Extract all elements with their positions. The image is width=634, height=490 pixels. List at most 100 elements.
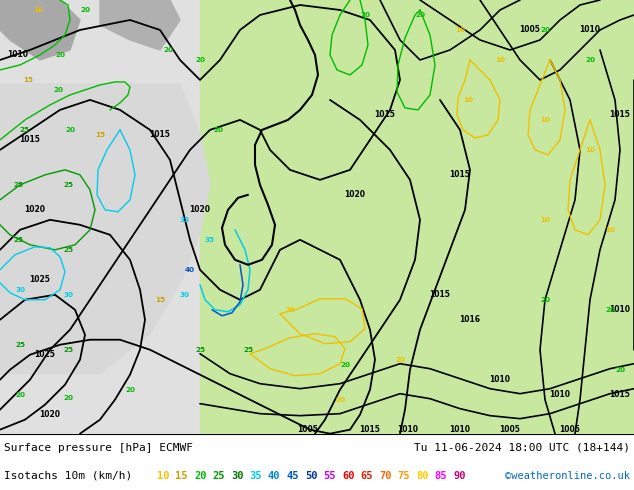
Text: 20: 20: [615, 367, 625, 373]
Text: 1010: 1010: [489, 375, 510, 384]
Text: 20: 20: [360, 12, 370, 18]
Text: 1016: 1016: [460, 315, 481, 324]
Text: 70: 70: [379, 471, 392, 481]
Text: 10: 10: [33, 7, 43, 13]
Text: 20: 20: [194, 471, 207, 481]
Text: 25: 25: [63, 247, 73, 253]
Text: 20: 20: [63, 394, 73, 401]
Text: 1005: 1005: [297, 425, 318, 434]
Text: 90: 90: [453, 471, 465, 481]
Text: 1010: 1010: [8, 50, 29, 59]
Text: 1005: 1005: [560, 425, 581, 434]
Text: 1015: 1015: [609, 390, 630, 399]
Text: 30: 30: [231, 471, 243, 481]
Text: 20: 20: [163, 47, 173, 53]
Text: 35: 35: [250, 471, 262, 481]
Text: 20: 20: [213, 127, 223, 133]
Text: 10: 10: [605, 227, 615, 233]
Text: 85: 85: [434, 471, 447, 481]
Text: 10: 10: [455, 27, 465, 33]
Text: Isotachs 10m (km/h): Isotachs 10m (km/h): [4, 471, 133, 481]
Text: 10: 10: [157, 471, 169, 481]
Text: 20: 20: [125, 387, 135, 392]
Polygon shape: [100, 0, 180, 50]
Text: Surface pressure [hPa] ECMWF: Surface pressure [hPa] ECMWF: [4, 443, 193, 453]
Text: 25: 25: [212, 471, 225, 481]
Text: 20: 20: [395, 357, 405, 363]
Text: 25: 25: [15, 342, 25, 348]
Text: 15: 15: [95, 132, 105, 138]
Text: 10: 10: [540, 117, 550, 123]
Text: 80: 80: [416, 471, 429, 481]
Text: 25: 25: [13, 182, 23, 188]
Text: 30: 30: [15, 287, 25, 293]
Text: 1015: 1015: [450, 171, 470, 179]
Text: 25: 25: [63, 182, 73, 188]
Text: 45: 45: [287, 471, 299, 481]
Text: 25: 25: [63, 347, 73, 353]
Text: 1015: 1015: [430, 290, 450, 299]
Polygon shape: [0, 0, 150, 80]
Text: 1015: 1015: [359, 425, 380, 434]
Text: 75: 75: [398, 471, 410, 481]
Text: 10: 10: [585, 147, 595, 153]
Text: 1010: 1010: [398, 425, 418, 434]
Text: 25: 25: [20, 127, 30, 133]
Text: 20: 20: [340, 362, 350, 368]
Text: 20: 20: [285, 307, 295, 313]
Text: 20: 20: [540, 27, 550, 33]
Text: 20: 20: [585, 57, 595, 63]
Text: 50: 50: [305, 471, 318, 481]
Polygon shape: [0, 0, 80, 60]
Text: 1015: 1015: [20, 135, 41, 145]
Text: 55: 55: [323, 471, 336, 481]
Text: 10: 10: [495, 57, 505, 63]
Text: 15: 15: [23, 77, 33, 83]
Text: 35: 35: [205, 237, 215, 243]
Text: 10: 10: [540, 217, 550, 223]
Text: 1010: 1010: [609, 305, 630, 314]
Text: 20: 20: [80, 7, 90, 13]
Text: 40: 40: [268, 471, 280, 481]
Text: 20: 20: [65, 127, 75, 133]
Text: ©weatheronline.co.uk: ©weatheronline.co.uk: [505, 471, 630, 481]
Text: 25: 25: [243, 347, 253, 353]
Text: 40: 40: [185, 267, 195, 273]
Text: 1020: 1020: [190, 205, 210, 214]
Text: 1020: 1020: [344, 190, 365, 199]
Text: 1015: 1015: [150, 130, 171, 139]
Text: 1015: 1015: [609, 110, 630, 120]
Polygon shape: [200, 0, 634, 434]
Text: 30: 30: [180, 292, 190, 298]
Text: 20: 20: [605, 307, 615, 313]
Text: 1005: 1005: [500, 425, 521, 434]
Text: 1020: 1020: [25, 205, 46, 214]
Text: 20: 20: [415, 12, 425, 18]
Text: 20: 20: [55, 52, 65, 58]
Text: 20: 20: [53, 87, 63, 93]
Text: 25: 25: [195, 347, 205, 353]
Text: 30: 30: [63, 292, 73, 298]
Text: 15: 15: [176, 471, 188, 481]
Text: 1025: 1025: [35, 350, 55, 359]
Polygon shape: [0, 84, 210, 374]
Text: 35: 35: [180, 217, 190, 223]
Text: 15: 15: [155, 297, 165, 303]
Polygon shape: [0, 0, 200, 434]
Text: 10: 10: [463, 97, 473, 103]
Text: 20: 20: [195, 57, 205, 63]
Text: 65: 65: [361, 471, 373, 481]
Text: 25: 25: [13, 237, 23, 243]
Text: 1015: 1015: [375, 110, 396, 120]
Text: 20: 20: [335, 397, 345, 403]
Text: 1005: 1005: [519, 25, 540, 34]
Text: 1010: 1010: [550, 390, 571, 399]
Text: Tu 11-06-2024 18:00 UTC (18+144): Tu 11-06-2024 18:00 UTC (18+144): [414, 443, 630, 453]
Text: 60: 60: [342, 471, 354, 481]
Text: 1010: 1010: [579, 25, 600, 34]
Text: 1025: 1025: [30, 275, 51, 284]
Text: 1010: 1010: [450, 425, 470, 434]
Text: 1020: 1020: [39, 410, 60, 419]
Text: 20: 20: [15, 392, 25, 398]
Text: 20: 20: [540, 297, 550, 303]
